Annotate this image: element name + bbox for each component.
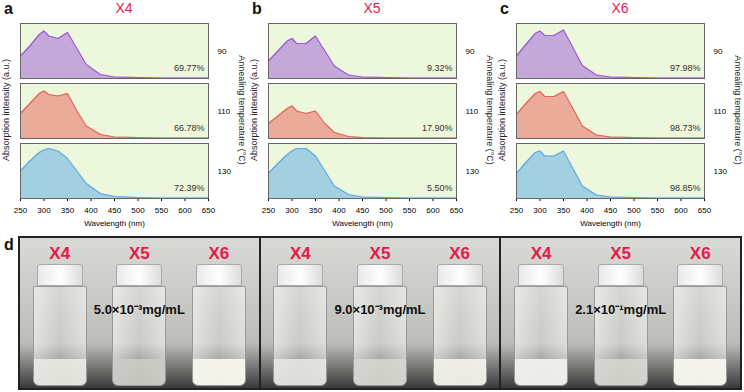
html-text:d: d	[4, 236, 14, 253]
svg-text:450: 450	[356, 206, 370, 215]
svg-text:350: 350	[557, 206, 571, 215]
html-text:X6: X6	[689, 244, 711, 263]
svg-text:500: 500	[627, 206, 641, 215]
svg-text:650: 650	[450, 206, 464, 215]
svg-text:300: 300	[37, 206, 51, 215]
svg-text:110: 110	[714, 107, 727, 116]
html-text:X5: X5	[363, 0, 381, 16]
svg-text:250: 250	[14, 206, 28, 215]
svg-text:110: 110	[466, 107, 479, 116]
html-text:2.1×10⁻¹mg/mL: 2.1×10⁻¹mg/mL	[575, 302, 667, 317]
svg-text:9.32%: 9.32%	[427, 63, 453, 73]
svg-text:650: 650	[698, 206, 712, 215]
html-text:X4: X4	[530, 244, 552, 263]
svg-text:90: 90	[218, 47, 227, 56]
svg-text:650: 650	[202, 206, 216, 215]
svg-text:400: 400	[84, 206, 98, 215]
svg-text:130: 130	[218, 167, 232, 176]
svg-text:69.77%: 69.77%	[174, 63, 205, 73]
svg-text:66.78%: 66.78%	[174, 123, 205, 133]
svg-text:550: 550	[651, 206, 665, 215]
svg-text:500: 500	[379, 206, 393, 215]
svg-text:550: 550	[403, 206, 417, 215]
svg-text:400: 400	[580, 206, 594, 215]
svg-text:Wavelength (nm): Wavelength (nm)	[84, 219, 145, 228]
html-text:Annealing temperature (°C): Annealing temperature (°C)	[237, 55, 247, 165]
svg-text:Wavelength (nm): Wavelength (nm)	[332, 219, 393, 228]
svg-text:90: 90	[466, 47, 475, 56]
html-text:X6: X6	[611, 0, 629, 16]
html-text:X6: X6	[208, 244, 230, 263]
svg-text:450: 450	[604, 206, 618, 215]
svg-text:5.50%: 5.50%	[427, 183, 453, 193]
svg-text:500: 500	[131, 206, 145, 215]
html-text:X4: X4	[290, 244, 311, 263]
html-text:c: c	[500, 0, 509, 17]
svg-text:72.39%: 72.39%	[174, 183, 205, 193]
svg-text:450: 450	[108, 206, 122, 215]
svg-text:250: 250	[510, 206, 524, 215]
html-text:Annealing temperature (°C): Annealing temperature (°C)	[485, 55, 495, 165]
svg-text:400: 400	[332, 206, 346, 215]
svg-text:98.85%: 98.85%	[670, 183, 701, 193]
html-text:a: a	[4, 0, 13, 17]
html-text:X5: X5	[128, 244, 150, 263]
html-text:X5: X5	[610, 244, 631, 263]
svg-text:17.90%: 17.90%	[422, 123, 453, 133]
svg-text:350: 350	[309, 206, 323, 215]
html-text:Absorption intensity (a.u.): Absorption intensity (a.u.)	[497, 59, 507, 161]
html-text:b: b	[252, 0, 262, 17]
svg-text:130: 130	[714, 167, 728, 176]
html-text:X6: X6	[449, 244, 470, 263]
svg-text:300: 300	[533, 206, 547, 215]
html-text:Absorption intensity (a.u.): Absorption intensity (a.u.)	[249, 59, 259, 161]
html-text:X5: X5	[369, 244, 391, 263]
svg-text:350: 350	[61, 206, 75, 215]
html-text:Annealing temperature (°C): Annealing temperature (°C)	[733, 55, 743, 165]
svg-text:550: 550	[155, 206, 169, 215]
svg-text:130: 130	[466, 167, 480, 176]
svg-text:Wavelength (nm): Wavelength (nm)	[580, 219, 641, 228]
html-text:Absorption intensity (a.u.): Absorption intensity (a.u.)	[1, 59, 11, 161]
svg-text:98.73%: 98.73%	[670, 123, 701, 133]
html-text:5.0×10⁻³mg/mL: 5.0×10⁻³mg/mL	[93, 302, 185, 317]
svg-text:90: 90	[714, 47, 723, 56]
html-text:9.0×10⁻³mg/mL: 9.0×10⁻³mg/mL	[334, 302, 426, 317]
html-text:X4: X4	[115, 0, 133, 16]
svg-text:600: 600	[178, 206, 192, 215]
svg-text:600: 600	[426, 206, 440, 215]
html-text:X4: X4	[49, 244, 71, 263]
svg-text:110: 110	[218, 107, 231, 116]
svg-text:97.98%: 97.98%	[670, 63, 701, 73]
svg-text:300: 300	[285, 206, 299, 215]
svg-text:600: 600	[674, 206, 688, 215]
svg-text:250: 250	[262, 206, 276, 215]
